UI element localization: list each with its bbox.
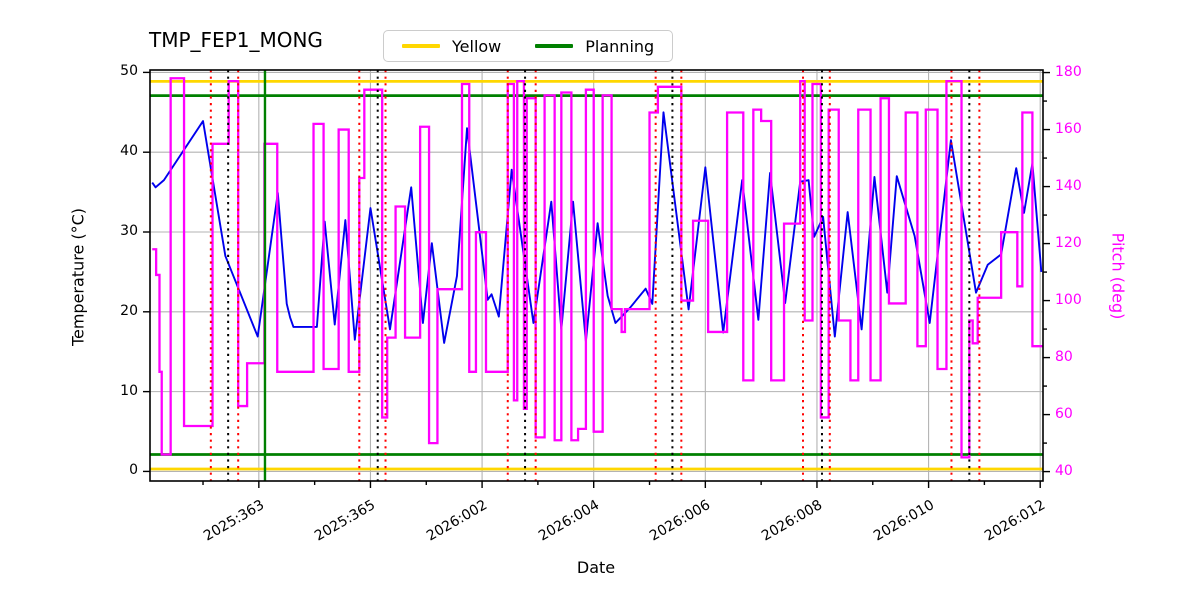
y-tick-label-left: 40 — [120, 143, 138, 160]
legend-label-yellow: Yellow — [452, 36, 502, 56]
y-tick-label-right: 80 — [1055, 348, 1073, 365]
y-tick-label-right: 100 — [1055, 291, 1082, 308]
y-axis-label-left: Temperature (°C) — [68, 207, 88, 347]
plot-border — [149, 69, 1044, 482]
y-tick-label-right: 40 — [1055, 462, 1073, 479]
legend-item-yellow: Yellow — [402, 37, 501, 56]
chart-title: TMP_FEP1_MONG — [149, 28, 323, 52]
legend: Yellow Planning — [383, 30, 674, 62]
x-axis-label: Date — [576, 558, 616, 577]
y-tick-label-left: 0 — [129, 462, 138, 479]
y-tick-label-left: 10 — [120, 382, 138, 399]
legend-item-planning: Planning — [535, 37, 654, 56]
y-tick-label-right: 180 — [1055, 63, 1082, 80]
planning-line-swatch-icon — [535, 44, 574, 48]
pitch-line — [152, 77, 1043, 459]
yellow-line-swatch-icon — [402, 44, 440, 48]
y-axis-label-right: Pitch (deg) — [1108, 232, 1128, 320]
y-tick-label-right: 60 — [1055, 405, 1073, 422]
y-tick-label-right: 140 — [1055, 177, 1082, 194]
y-tick-label-left: 30 — [120, 223, 138, 239]
y-tick-label-right: 160 — [1055, 120, 1082, 137]
y-tick-label-left: 50 — [120, 63, 138, 80]
legend-label-planning: Planning — [585, 36, 655, 56]
temperature-line — [151, 111, 1043, 344]
y-tick-label-left: 20 — [120, 302, 138, 319]
y-tick-label-right: 120 — [1055, 234, 1082, 251]
